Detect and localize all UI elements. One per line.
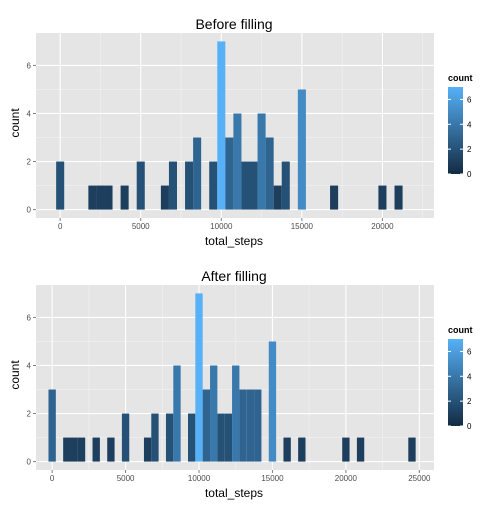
y-tick-label: 4 [27, 361, 32, 370]
histogram-bar [151, 413, 159, 462]
legend-tick-label: 2 [467, 145, 472, 154]
chart-title-after: After filling [201, 268, 266, 284]
histogram-bar [265, 137, 274, 210]
x-axis-label-before: total_steps [205, 234, 263, 248]
histogram-bar [254, 389, 262, 462]
histogram-bar [121, 413, 130, 462]
y-axis-label-before: count [8, 108, 22, 138]
histogram-bar [202, 389, 211, 462]
y-tick-label: 4 [27, 109, 32, 118]
y-tick-label: 2 [27, 410, 32, 419]
histogram-bar [209, 161, 218, 210]
legend-tick-label: 6 [467, 95, 472, 104]
histogram-bar [330, 185, 339, 210]
histogram-bar [225, 137, 234, 210]
histogram-bar [408, 437, 416, 462]
histogram-bar [233, 113, 242, 210]
histogram-bar [394, 185, 403, 210]
legend-colorbar [448, 339, 463, 426]
histogram-bar [246, 389, 255, 462]
x-tick-label: 20000 [371, 222, 394, 231]
x-tick-label: 5000 [117, 474, 135, 483]
histogram-bar [143, 437, 152, 462]
x-tick-label: 10000 [210, 222, 233, 231]
y-tick-label: 0 [27, 206, 32, 215]
legend-tick-label: 2 [467, 397, 472, 406]
x-tick-label: 10000 [188, 474, 211, 483]
histogram-bar [107, 437, 115, 462]
histogram-bar [342, 437, 350, 462]
histogram-bar [193, 137, 202, 210]
histogram-bar [239, 389, 247, 462]
histogram-bar [210, 365, 218, 462]
histogram-bar [48, 389, 56, 462]
x-tick-label: 0 [58, 222, 63, 231]
histogram-bar [168, 161, 177, 210]
histogram-bar [88, 185, 97, 210]
histogram-bar [92, 437, 100, 462]
histogram-bar [283, 437, 291, 462]
x-tick-label: 15000 [291, 222, 314, 231]
histogram-bar [160, 185, 169, 210]
x-tick-label: 5000 [132, 222, 150, 231]
histogram-bar [297, 89, 306, 210]
x-axis-label-after: total_steps [205, 486, 263, 500]
legend-title-before: count [448, 73, 473, 83]
legend-tick-label: 6 [467, 347, 472, 356]
histogram-bar [232, 365, 240, 462]
y-tick-label: 6 [27, 61, 32, 70]
x-tick-label: 15000 [261, 474, 284, 483]
histogram-bar [70, 437, 78, 462]
y-tick-label: 0 [27, 458, 32, 467]
histogram-bar [165, 413, 174, 462]
histogram-bar [378, 185, 387, 210]
legend-tick-label: 0 [467, 422, 472, 431]
histogram-bar [63, 437, 71, 462]
histogram-bar [195, 293, 203, 462]
histogram-before: 0 5000 10000 15000 20000 0 2 4 6 0 2 4 6 [27, 33, 472, 231]
histogram-bar [56, 161, 65, 210]
histogram-bar [217, 413, 225, 462]
legend-tick-label: 0 [467, 170, 472, 179]
histogram-bar [268, 341, 277, 462]
histogram-bar [104, 185, 113, 210]
histogram-bar [224, 413, 233, 462]
legend-title-after: count [448, 325, 473, 335]
histogram-bar [120, 185, 129, 210]
histogram-bar [241, 161, 250, 210]
histogram-bar [356, 437, 365, 462]
histogram-bar [77, 437, 86, 462]
histogram-after: 0 5000 10000 15000 20000 25000 0 2 4 6 0 2 4 6 [27, 285, 472, 483]
histogram-bar [96, 185, 105, 210]
legend-after: 0 2 4 6 [448, 339, 472, 431]
histogram-bar [298, 437, 306, 462]
histogram-bar [188, 413, 196, 462]
histogram-bar [217, 41, 226, 210]
chart-title-before: Before filling [195, 16, 272, 32]
x-tick-label: 25000 [408, 474, 431, 483]
legend-colorbar [448, 87, 463, 174]
histogram-bar [249, 161, 258, 210]
x-tick-label: 0 [50, 474, 55, 483]
histogram-bar [185, 161, 194, 210]
y-tick-label: 2 [27, 158, 32, 167]
histogram-bar [173, 365, 181, 462]
legend-tick-label: 4 [467, 120, 472, 129]
legend-before: 0 2 4 6 [448, 87, 472, 179]
y-tick-label: 6 [27, 313, 32, 322]
x-tick-label: 20000 [335, 474, 358, 483]
histogram-bar [136, 161, 145, 210]
histogram-bar [257, 113, 266, 210]
y-axis-label-after: count [8, 360, 22, 390]
legend-tick-label: 4 [467, 372, 472, 381]
histogram-bar [281, 161, 290, 210]
histogram-bar [273, 185, 282, 210]
